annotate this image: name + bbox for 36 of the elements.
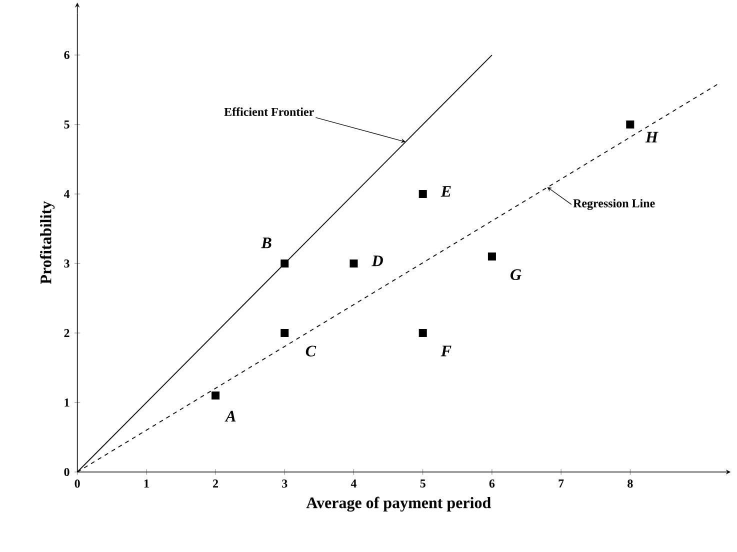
y-tick-label: 3 bbox=[64, 259, 70, 268]
annotation: B bbox=[261, 238, 272, 248]
point bbox=[418, 329, 427, 338]
y-tick-label: 0 bbox=[64, 468, 70, 476]
annotation: F bbox=[440, 346, 452, 356]
annotation: Efficient Frontier bbox=[224, 107, 314, 116]
annotation: D bbox=[372, 256, 383, 266]
x-tick-label: 4 bbox=[350, 480, 357, 488]
y-axis-title: Profitability bbox=[40, 201, 55, 284]
x-tick-label: 0 bbox=[74, 480, 80, 488]
point bbox=[488, 252, 496, 261]
point bbox=[418, 190, 427, 198]
x-tick-label: 5 bbox=[420, 480, 426, 488]
y-tick-label: 5 bbox=[64, 120, 70, 129]
x-tick-label: 8 bbox=[628, 480, 633, 488]
point bbox=[212, 392, 220, 400]
annotation: A bbox=[224, 410, 236, 422]
annotation: H bbox=[645, 132, 658, 142]
annotation: Regression Line bbox=[573, 198, 655, 210]
x-tick-label: 7 bbox=[558, 480, 564, 488]
annotation: E bbox=[440, 186, 451, 197]
y-tick-label: 4 bbox=[64, 190, 70, 198]
y-tick-label: 1 bbox=[64, 398, 70, 406]
annotation: G bbox=[510, 269, 522, 280]
x-tick-label: 6 bbox=[489, 480, 495, 488]
y-tick-label: 2 bbox=[64, 329, 70, 337]
annotation: C bbox=[306, 346, 316, 356]
x-axis-title: Average of payment period bbox=[306, 496, 491, 512]
x-tick-label: 3 bbox=[282, 480, 288, 488]
x-tick-label: 2 bbox=[213, 480, 218, 488]
point bbox=[280, 260, 289, 268]
point bbox=[626, 120, 634, 129]
y-tick-label: 6 bbox=[64, 50, 70, 60]
x-tick-label: 1 bbox=[144, 480, 149, 488]
point bbox=[280, 329, 289, 338]
point bbox=[350, 260, 358, 268]
